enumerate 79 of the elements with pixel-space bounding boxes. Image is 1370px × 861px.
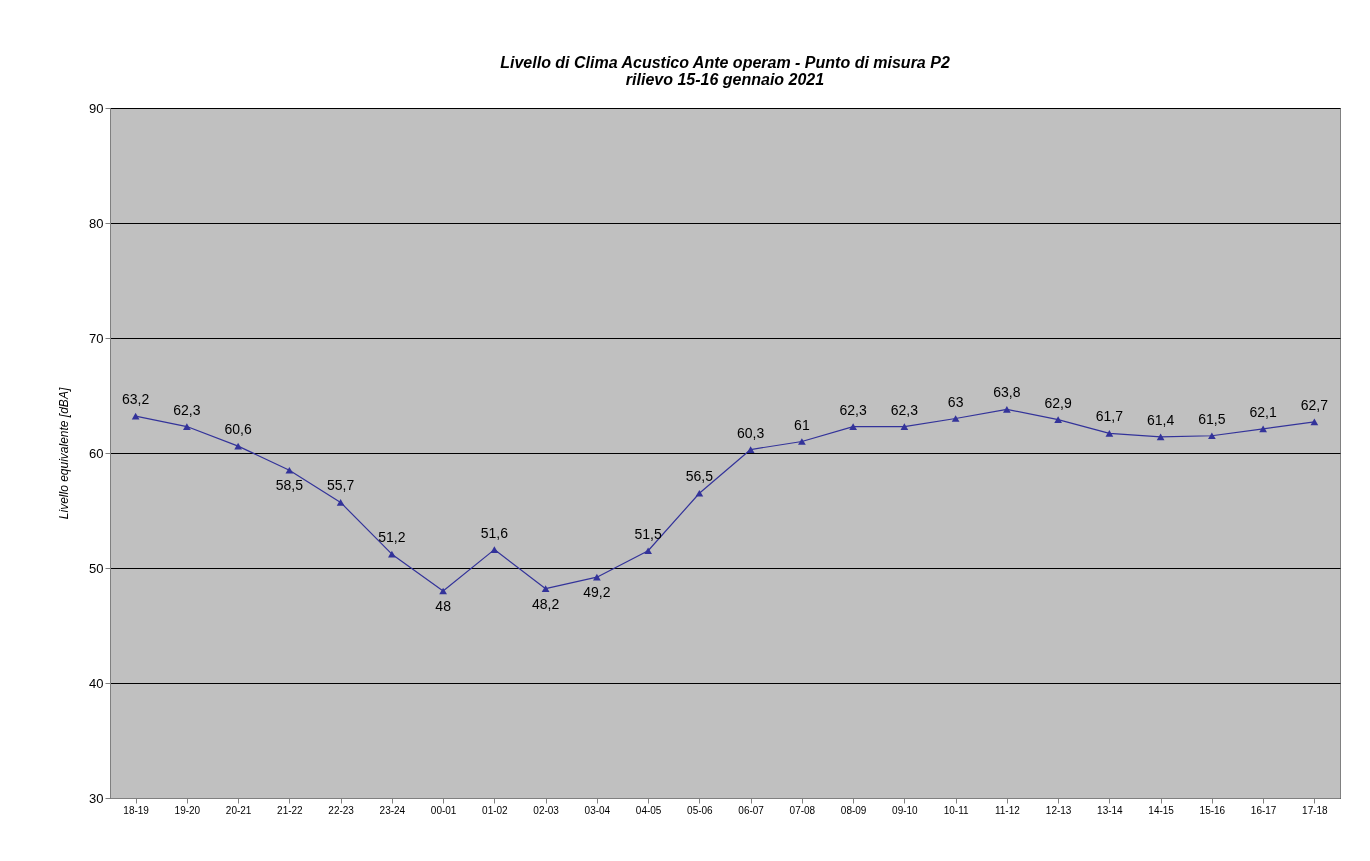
data-label: 51,5 [634, 525, 662, 542]
point [1156, 433, 1165, 441]
chart-subtitle: rilievo 15-16 gennaio 2021 [625, 71, 825, 88]
x-tick-label: 12-13 [1045, 804, 1072, 816]
data-label: 51,2 [378, 529, 406, 546]
x-tick-label: 19-20 [174, 804, 201, 816]
data-label: 63,2 [122, 391, 150, 408]
y-axis-title: Livello equivalente [dBA] [57, 387, 72, 520]
x-tick-label: 10-11 [943, 804, 969, 816]
data-label: 60,3 [737, 424, 765, 441]
x-tick-label: 01-02 [482, 804, 509, 816]
x-tick-label: 17-18 [1302, 804, 1329, 816]
point [336, 499, 345, 506]
data-label: 62,7 [1300, 396, 1329, 413]
data-label: 55,7 [327, 477, 355, 494]
x-tick-label: 11-12 [994, 804, 1021, 816]
point [388, 550, 396, 558]
y-tick-label: 90 [89, 100, 104, 116]
data-label: 62,1 [1249, 403, 1277, 420]
x-tick-label: 07-08 [789, 804, 816, 816]
data-label: 60,6 [224, 421, 252, 438]
y-tick-label: 50 [89, 560, 104, 576]
data-label: 49,2 [583, 584, 611, 601]
y-tick-label: 70 [89, 330, 104, 346]
y-tick-label: 80 [89, 215, 104, 231]
data-label: 48 [435, 598, 452, 614]
x-tick-label: 22-23 [328, 804, 355, 816]
y-tick-label: 30 [89, 790, 104, 806]
data-label: 62,3 [839, 401, 867, 418]
point [951, 415, 960, 422]
point [285, 466, 294, 474]
x-tick-label: 06-07 [738, 804, 765, 816]
point [183, 423, 191, 430]
x-tick-label: 02-03 [533, 804, 560, 816]
point [849, 423, 857, 430]
point [541, 585, 550, 593]
x-tick-label: 18-19 [123, 804, 150, 816]
data-label: 61 [794, 416, 810, 433]
point [900, 423, 909, 430]
point [1003, 405, 1011, 413]
x-tick-label: 00-01 [430, 804, 457, 816]
data-label: 48,2 [532, 595, 560, 612]
x-tick-label: 09-10 [892, 804, 919, 816]
y-tick-label: 40 [89, 675, 104, 691]
x-tick-label: 03-04 [584, 804, 611, 816]
point [644, 547, 652, 555]
point [746, 446, 755, 453]
x-tick-label: 13-14 [1097, 804, 1124, 816]
data-label: 58,5 [275, 477, 304, 494]
x-tick-label: 08-09 [840, 804, 867, 816]
data-label: 61,5 [1198, 410, 1226, 427]
point [490, 546, 499, 553]
data-label: 56,5 [685, 468, 714, 485]
x-tick-label: 14-15 [1148, 804, 1175, 816]
data-label: 63 [947, 393, 964, 410]
x-tick-label: 04-05 [635, 804, 662, 816]
point [1054, 416, 1062, 423]
data-label: 62,3 [173, 401, 201, 418]
point [1208, 432, 1216, 440]
x-tick-label: 15-16 [1199, 804, 1226, 816]
data-label: 62,3 [890, 401, 919, 418]
x-tick-label: 21-22 [277, 804, 304, 816]
point [695, 489, 704, 497]
data-label: 61,4 [1147, 411, 1175, 428]
point [593, 573, 601, 581]
data-label: 51,6 [480, 524, 509, 541]
chart-title: Livello di Clima Acustico Ante operam - Punto di misura P2 [500, 54, 950, 71]
x-tick-label: 23-24 [379, 804, 406, 816]
x-tick-label: 05-06 [687, 804, 714, 816]
data-label: 62,9 [1044, 394, 1072, 411]
x-tick-label: 16-17 [1250, 804, 1277, 816]
data-label: 61,7 [1095, 408, 1124, 425]
point [798, 438, 806, 445]
point [131, 412, 140, 420]
y-tick-label: 60 [89, 445, 104, 461]
point [1259, 425, 1267, 433]
data-label: 63,8 [993, 384, 1021, 401]
point [1105, 430, 1114, 437]
x-tick-label: 20-21 [225, 804, 252, 816]
